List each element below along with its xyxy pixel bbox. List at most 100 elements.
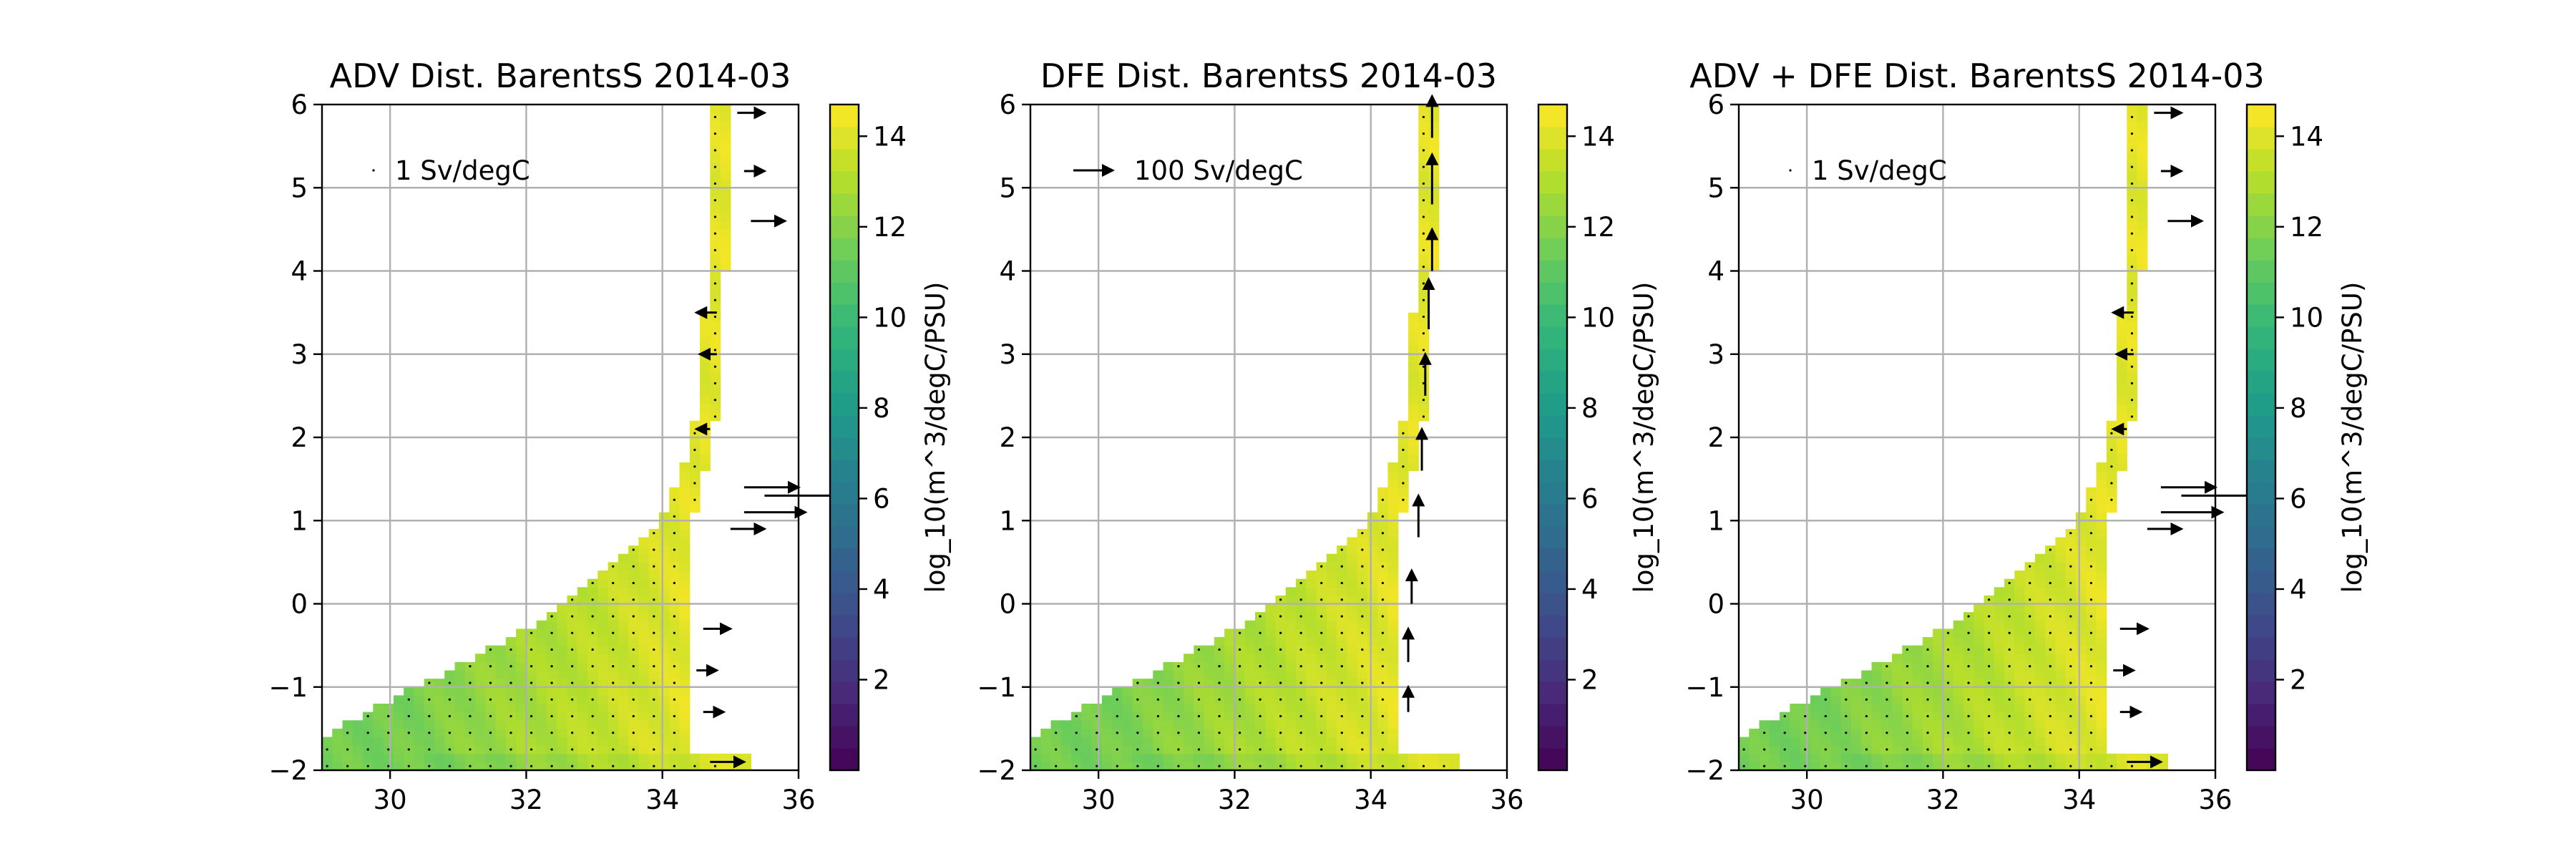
distribution-cell: [1326, 728, 1337, 738]
distribution-cell: [679, 571, 691, 580]
quiver-dot: [713, 199, 717, 202]
distribution-cell: [2075, 712, 2087, 721]
distribution-cell: [1224, 720, 1236, 729]
distribution-cell: [1810, 745, 1821, 754]
quiver-dot: [1885, 698, 1888, 701]
distribution-cell: [1326, 562, 1337, 571]
y-tick-label: 6: [1707, 89, 1724, 120]
distribution-cell: [2086, 737, 2097, 746]
distribution-cell: [414, 737, 425, 746]
distribution-cell: [2075, 704, 2087, 713]
distribution-cell: [1194, 753, 1205, 762]
quiver-dot: [2089, 748, 2092, 751]
distribution-cell: [2086, 720, 2097, 729]
distribution-cell: [1418, 188, 1430, 197]
distribution-cell: [1326, 603, 1337, 613]
distribution-cell: [720, 262, 731, 272]
colorbar-segment: [2247, 659, 2275, 682]
distribution-cell: [1418, 154, 1430, 163]
distribution-cell: [1994, 720, 2005, 729]
distribution-cell: [1963, 704, 1974, 713]
distribution-cell: [1749, 737, 1760, 746]
distribution-cell: [2127, 271, 2138, 280]
distribution-cell: [2004, 686, 2015, 696]
distribution-cell: [434, 720, 445, 729]
distribution-cell: [1759, 737, 1770, 746]
distribution-cell: [1994, 620, 2005, 629]
distribution-cell: [1224, 637, 1236, 646]
distribution-cell: [1377, 654, 1389, 663]
distribution-cell: [618, 629, 629, 638]
distribution-cell: [1933, 661, 1944, 671]
distribution-cell: [597, 753, 609, 762]
distribution-cell: [679, 504, 691, 513]
quiver-dot: [489, 765, 492, 767]
distribution-cell: [1275, 753, 1287, 762]
distribution-cell: [577, 661, 588, 671]
distribution-cell: [1050, 737, 1062, 746]
distribution-cell: [618, 712, 629, 721]
distribution-cell: [1224, 661, 1236, 671]
distribution-cell: [1173, 670, 1184, 679]
distribution-cell: [485, 753, 497, 762]
quiver-dot: [713, 365, 717, 368]
distribution-cell: [587, 686, 598, 696]
distribution-cell: [1912, 695, 1923, 704]
quiver-dot: [530, 648, 533, 651]
distribution-cell: [546, 737, 557, 746]
quiver-dot: [1340, 548, 1343, 551]
distribution-cell: [597, 762, 609, 771]
distribution-cell: [1408, 753, 1419, 762]
y-tick-label: 6: [999, 89, 1016, 120]
quiver-dot: [489, 732, 492, 734]
distribution-cell: [1922, 637, 1933, 646]
distribution-cell: [1347, 753, 1358, 762]
distribution-cell: [628, 620, 640, 629]
distribution-cell: [1387, 470, 1399, 480]
distribution-cell: [577, 686, 588, 696]
distribution-cell: [1387, 528, 1399, 538]
quiver-dot: [1361, 631, 1364, 634]
colorbar-segment: [2247, 460, 2275, 482]
distribution-cell: [1122, 737, 1133, 746]
quiver-dot: [1381, 581, 1384, 585]
distribution-cell: [710, 337, 721, 346]
quiver-dot: [1238, 648, 1241, 651]
distribution-cell: [1912, 686, 1923, 696]
distribution-cell: [648, 686, 660, 696]
distribution-cell: [2014, 686, 2026, 696]
distribution-cell: [2045, 686, 2057, 696]
distribution-cell: [1173, 686, 1184, 696]
distribution-cell: [414, 686, 425, 696]
quiver-dot: [2089, 698, 2092, 701]
quiver-dot: [1988, 698, 1991, 701]
distribution-cell: [1377, 737, 1389, 746]
distribution-cell: [2014, 629, 2026, 638]
distribution-cell: [332, 745, 343, 754]
distribution-cell: [1306, 753, 1317, 762]
quiver-dot: [1422, 382, 1425, 385]
distribution-cell: [404, 737, 415, 746]
distribution-cell: [658, 728, 670, 738]
colorbar-segment: [830, 260, 859, 283]
quiver-dot: [1988, 615, 1991, 618]
distribution-cell: [1184, 686, 1194, 696]
quiver-dot: [1361, 565, 1364, 568]
distribution-cell: [1285, 753, 1297, 762]
distribution-cell: [700, 329, 711, 339]
quiver-dot: [653, 698, 655, 701]
quiver-dot: [632, 548, 635, 551]
quiver-dot: [1340, 748, 1343, 751]
distribution-cell: [2137, 112, 2148, 122]
distribution-cell: [2055, 704, 2067, 713]
quiver-dot: [653, 765, 655, 767]
y-tick-label: 2: [291, 422, 308, 453]
distribution-cell: [2137, 179, 2148, 188]
quiver-dot: [2008, 714, 2011, 718]
distribution-cell: [1142, 737, 1153, 746]
distribution-cell: [536, 645, 547, 654]
quiver-dot: [673, 565, 675, 568]
distribution-cell: [1326, 553, 1337, 563]
distribution-cell: [2137, 121, 2148, 130]
